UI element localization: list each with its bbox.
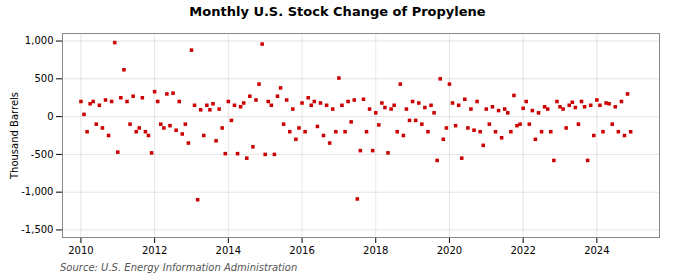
svg-text:2022: 2022 bbox=[510, 245, 535, 256]
svg-text:2024: 2024 bbox=[584, 245, 609, 256]
svg-text:-1,500: -1,500 bbox=[21, 224, 53, 235]
svg-text:2014: 2014 bbox=[216, 245, 241, 256]
svg-text:-1,000: -1,000 bbox=[21, 186, 53, 197]
svg-text:2012: 2012 bbox=[142, 245, 167, 256]
svg-text:2020: 2020 bbox=[437, 245, 462, 256]
svg-text:0: 0 bbox=[47, 111, 53, 122]
svg-text:Thousand Barrels: Thousand Barrels bbox=[9, 92, 20, 180]
svg-text:-500: -500 bbox=[31, 149, 54, 160]
svg-text:2010: 2010 bbox=[68, 245, 93, 256]
svg-text:500: 500 bbox=[34, 73, 53, 84]
svg-text:2016: 2016 bbox=[289, 245, 314, 256]
svg-text:2018: 2018 bbox=[363, 245, 388, 256]
html-text:Monthly U.S. Stock Change of P: Monthly U.S. Stock Change of Propylene bbox=[189, 4, 486, 19]
html-text:Source: U.S. Energy Informatio: Source: U.S. Energy Information Administ… bbox=[60, 262, 298, 273]
svg-text:1,000: 1,000 bbox=[25, 35, 54, 46]
